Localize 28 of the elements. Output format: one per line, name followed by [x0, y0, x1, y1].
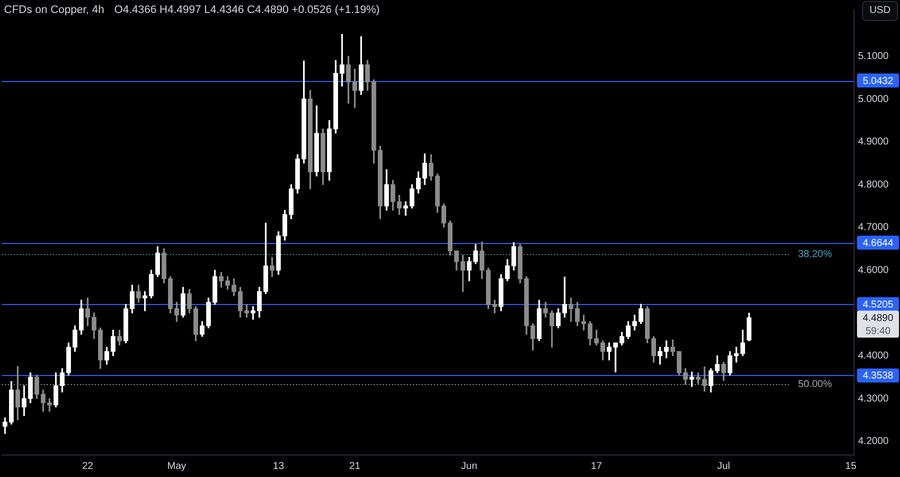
x-tick-label: 13 [272, 460, 284, 472]
ref-line-label: 5.0432 [862, 76, 894, 87]
annotation: 50.00% [798, 379, 832, 390]
y-axis-title: USD [862, 1, 898, 21]
y-tick-label: 4.2000 [858, 436, 890, 448]
text: 59:40 [865, 326, 891, 337]
x-tick-label: May [167, 460, 186, 472]
chart-subtitle: O4.4366 H4.4997 L4.4346 C4.4890 +0.0526 (+1.19%) [114, 4, 380, 16]
y-tick-label: 4.6000 [858, 264, 890, 276]
y-tick-label: 4.9000 [858, 136, 890, 148]
ref-line-label: 4.3538 [862, 370, 894, 382]
y-tick-label: 5.1000 [858, 50, 890, 62]
ref-line-label: 4.6644 [862, 238, 894, 249]
x-tick-label: Jun [461, 460, 478, 472]
x-tick-label: 15 [845, 460, 857, 472]
y-tick-label: 4.3000 [858, 393, 890, 404]
x-tick-label: 22 [82, 460, 94, 472]
y-tick-label: 4.7000 [858, 222, 890, 234]
x-tick-label: 21 [349, 460, 361, 472]
y-tick-label: 4.8000 [858, 179, 890, 190]
x-tick-label: 17 [590, 460, 602, 472]
chart-title: CFDs on Copper, 4h [4, 4, 104, 16]
y-tick-label: 5.0000 [858, 94, 890, 105]
ref-line-label: 4.5205 [862, 299, 894, 310]
y-tick-label: 4.4000 [858, 350, 890, 362]
x-tick-label: Jul [717, 460, 730, 472]
annotation: 38.20% [798, 249, 832, 260]
text: 4.4890 [862, 312, 894, 324]
